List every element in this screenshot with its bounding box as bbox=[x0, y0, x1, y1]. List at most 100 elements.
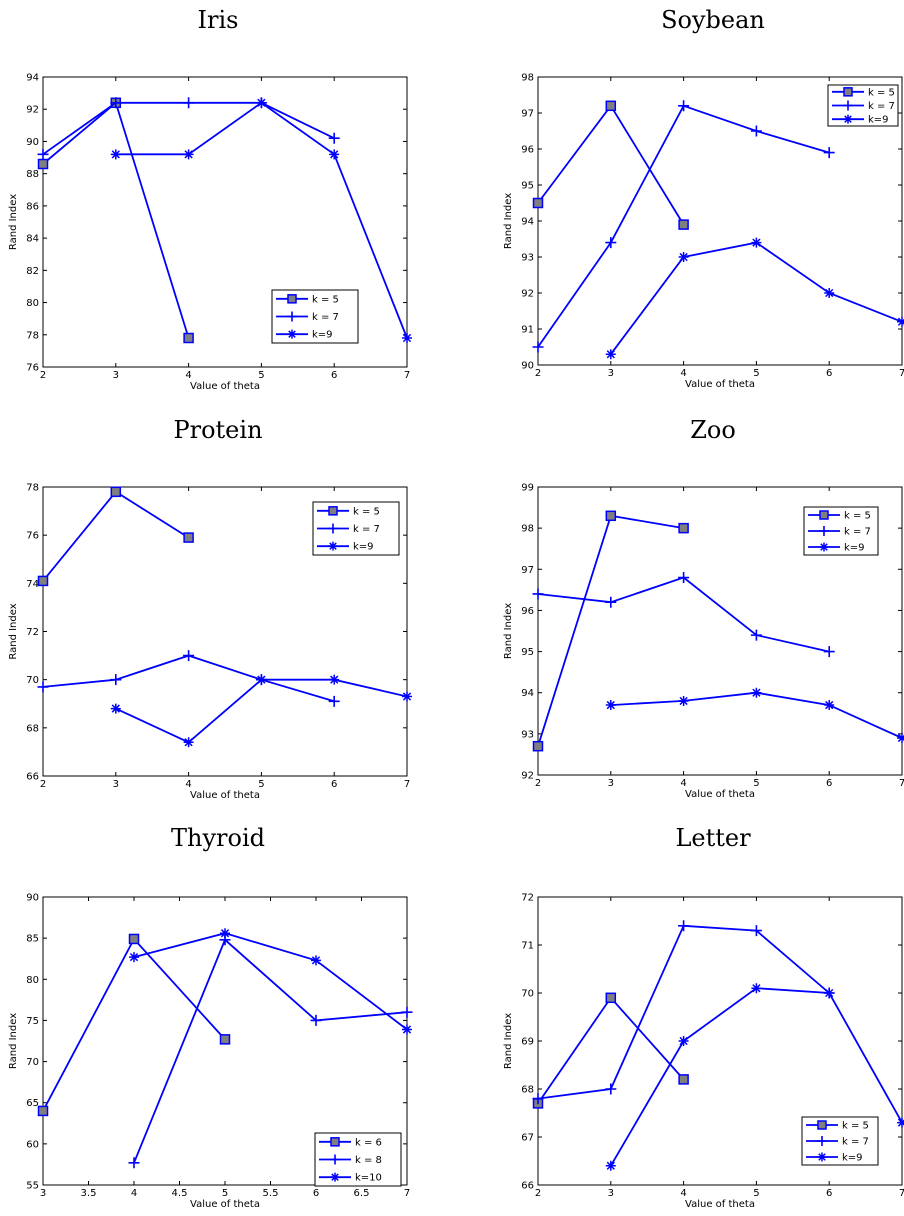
data-point bbox=[605, 100, 617, 112]
data-point bbox=[750, 125, 762, 137]
y-tick-label: 96 bbox=[521, 145, 534, 156]
series-line bbox=[42, 937, 226, 1112]
data-point bbox=[605, 237, 617, 249]
x-tick-label: 3 bbox=[40, 1188, 46, 1199]
data-point bbox=[751, 983, 762, 994]
x-tick-label: 4 bbox=[680, 368, 686, 379]
y-tick-label: 80 bbox=[26, 298, 39, 309]
y-tick-label: 92 bbox=[521, 289, 534, 300]
legend: k = 5 k = 7 k=9 bbox=[827, 84, 899, 127]
legend-marker bbox=[328, 523, 338, 534]
legend-label: k = 5 bbox=[312, 294, 339, 305]
y-tick-label: 86 bbox=[26, 201, 39, 212]
legend-marker bbox=[287, 329, 297, 339]
y-tick-label: 94 bbox=[26, 73, 39, 84]
y-axis-label: Rand Index bbox=[8, 1013, 19, 1069]
x-tick-label: 6 bbox=[313, 1188, 319, 1199]
series-line bbox=[537, 576, 830, 653]
y-tick-label: 82 bbox=[26, 266, 39, 277]
chart-title: Protein bbox=[173, 416, 262, 444]
x-tick-label: 6 bbox=[826, 778, 832, 789]
data-point bbox=[605, 596, 617, 608]
data-point bbox=[183, 532, 194, 543]
y-tick-label: 78 bbox=[26, 330, 39, 341]
y-tick-label: 67 bbox=[521, 1133, 534, 1144]
data-point bbox=[129, 952, 139, 963]
y-tick-label: 70 bbox=[26, 1057, 39, 1068]
data-point bbox=[37, 575, 49, 587]
y-tick-label: 70 bbox=[521, 989, 534, 1000]
x-axis-label: Value of theta bbox=[685, 789, 755, 800]
y-tick-label: 78 bbox=[26, 483, 39, 494]
y-tick-label: 75 bbox=[26, 1016, 39, 1027]
x-tick-label: 2 bbox=[40, 370, 46, 381]
y-tick-label: 72 bbox=[521, 893, 534, 904]
series-line bbox=[42, 490, 190, 582]
data-point bbox=[823, 646, 835, 658]
series-group bbox=[532, 510, 904, 752]
data-point bbox=[532, 197, 544, 209]
x-axis-label: Value of theta bbox=[190, 1199, 260, 1210]
chart-title: Iris bbox=[198, 6, 239, 34]
data-point bbox=[402, 1024, 412, 1035]
series-group bbox=[37, 97, 412, 344]
x-tick-label: 4 bbox=[680, 778, 686, 789]
data-point bbox=[605, 1160, 616, 1171]
data-point bbox=[678, 920, 690, 932]
x-tick-label: 3 bbox=[608, 1188, 614, 1199]
series-line bbox=[133, 932, 408, 1031]
x-tick-label: 7 bbox=[899, 1188, 904, 1199]
data-point bbox=[219, 1034, 231, 1045]
data-point bbox=[678, 1074, 689, 1085]
x-axis-label: Value of theta bbox=[685, 379, 755, 390]
y-tick-label: 84 bbox=[26, 234, 39, 245]
x-tick-label: 6 bbox=[331, 370, 337, 381]
legend-marker bbox=[330, 1137, 340, 1147]
data-point bbox=[256, 97, 267, 108]
data-point bbox=[532, 588, 544, 600]
data-point bbox=[897, 732, 904, 743]
legend-label: k=9 bbox=[842, 1153, 863, 1164]
chart-panel: Iris 2 3 4 5 6 7 76 78 80 82 84 86 88 90 92 94 Value of t… bbox=[8, 6, 412, 392]
chart-panel: Zoo 2 3 4 5 6 7 92 93 94 95 96 97 98 99 Value of theta R… bbox=[503, 416, 904, 800]
x-tick-label: 7 bbox=[404, 370, 410, 381]
y-tick-label: 72 bbox=[26, 627, 39, 638]
x-tick-label: 2 bbox=[535, 368, 541, 379]
data-point bbox=[128, 933, 140, 945]
data-point bbox=[183, 650, 195, 662]
legend-marker bbox=[843, 100, 853, 111]
x-tick-label: 2 bbox=[535, 1188, 541, 1199]
legend-label: k=9 bbox=[312, 330, 333, 341]
y-tick-label: 71 bbox=[521, 941, 534, 952]
y-tick-label: 95 bbox=[521, 647, 534, 658]
chart-title: Zoo bbox=[690, 416, 736, 444]
data-point bbox=[128, 1157, 140, 1169]
y-axis-label: Rand Index bbox=[503, 603, 514, 659]
data-point bbox=[824, 988, 835, 998]
y-tick-label: 95 bbox=[521, 181, 534, 192]
legend-marker bbox=[819, 526, 829, 536]
legend-label: k = 7 bbox=[353, 524, 380, 535]
y-tick-label: 68 bbox=[521, 1085, 534, 1096]
data-point bbox=[678, 100, 690, 112]
x-tick-label: 3 bbox=[608, 778, 614, 789]
y-tick-label: 60 bbox=[26, 1139, 39, 1150]
data-point bbox=[183, 332, 194, 344]
x-tick-label: 7 bbox=[404, 1188, 410, 1199]
y-tick-label: 97 bbox=[521, 565, 534, 576]
data-point bbox=[605, 700, 616, 711]
data-point bbox=[328, 132, 340, 144]
legend: k = 6 k = 8 k=10 bbox=[314, 1132, 402, 1187]
chart-panel: Protein 2 3 4 5 6 7 66 68 70 72 74 76 78 Value of thet… bbox=[8, 416, 412, 801]
x-tick-label: 4 bbox=[185, 779, 191, 790]
x-tick-label: 6 bbox=[331, 779, 337, 790]
series-line bbox=[537, 924, 830, 1100]
legend-label: k = 5 bbox=[844, 511, 871, 522]
legend-marker bbox=[330, 1172, 340, 1182]
data-point bbox=[220, 928, 230, 939]
legend-label: k = 7 bbox=[844, 527, 871, 538]
legend-label: k = 7 bbox=[868, 101, 895, 112]
legend-label: k=9 bbox=[868, 115, 889, 126]
series-group bbox=[532, 920, 904, 1171]
